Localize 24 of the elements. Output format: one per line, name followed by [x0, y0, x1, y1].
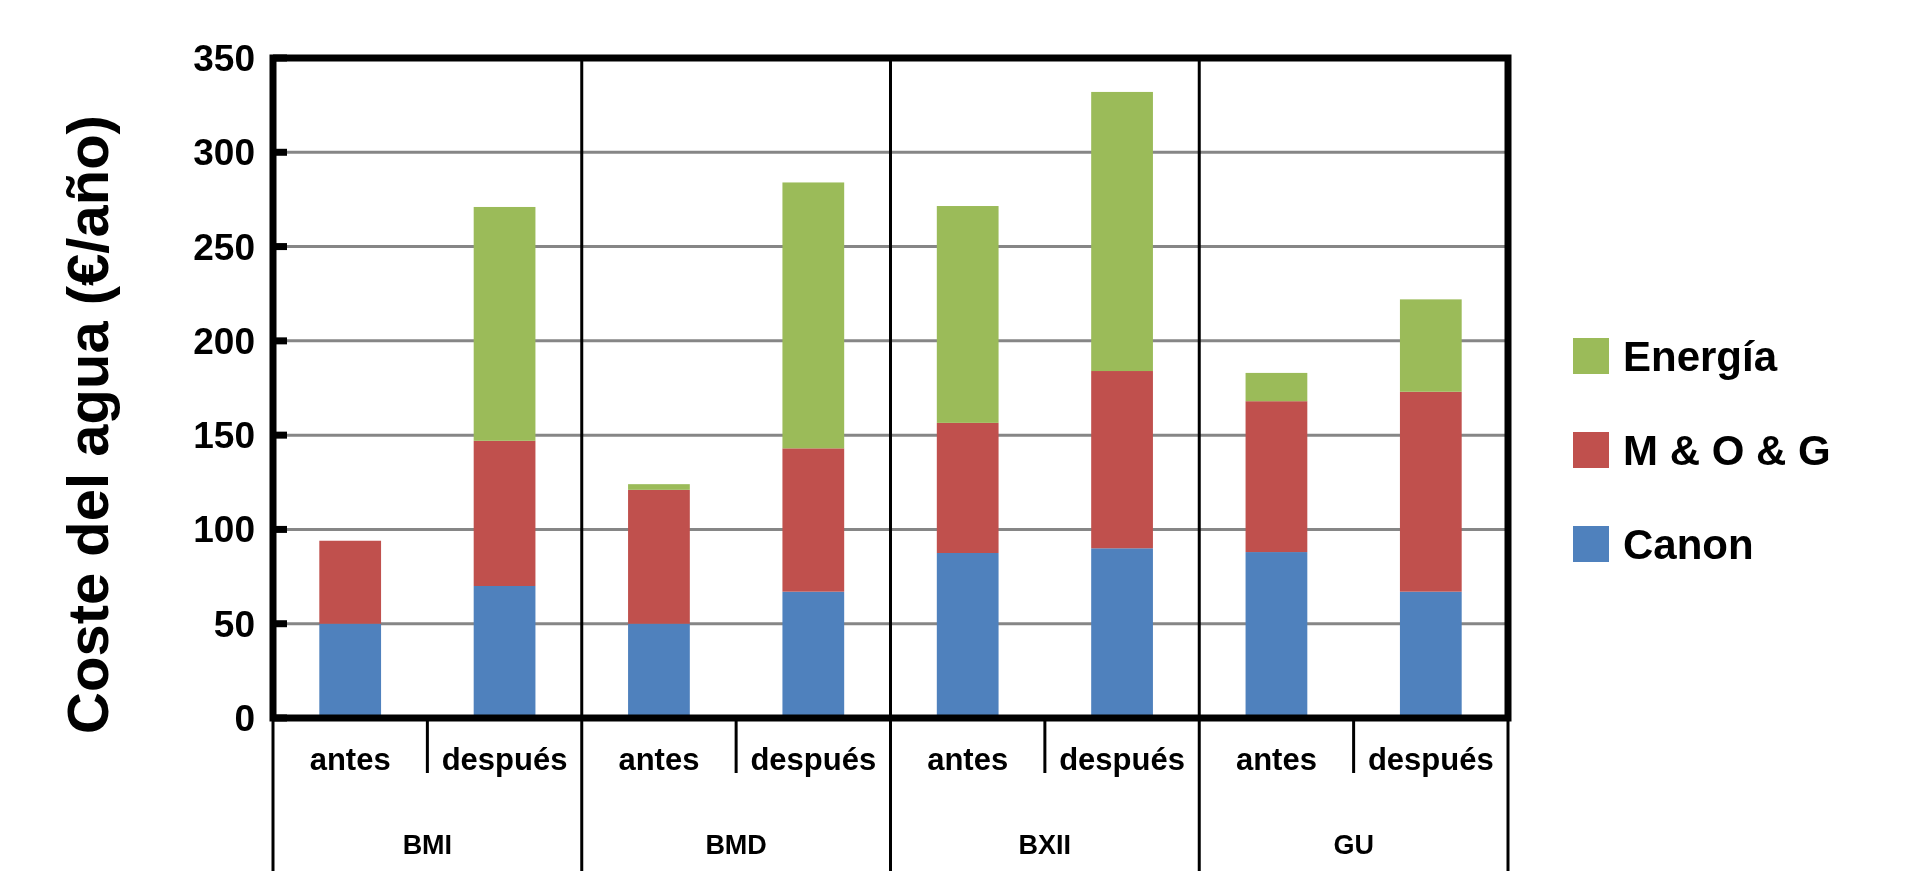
- y-axis-title: Coste del agua (€/año): [55, 115, 120, 734]
- x-tick-label: después: [1367, 742, 1494, 777]
- y-tick-label: 300: [193, 132, 255, 174]
- y-tick-label: 100: [193, 509, 255, 551]
- x-tick-label: antes: [1235, 742, 1317, 777]
- y-tick-label: 150: [193, 415, 255, 457]
- text: BXII: [1018, 830, 1072, 860]
- legend-label: M & O & G: [1623, 426, 1831, 474]
- text: GU: [1333, 830, 1374, 860]
- y-tick-label: 0: [234, 697, 255, 739]
- text: BMD: [705, 830, 767, 860]
- x-tick-label: antes: [618, 742, 700, 777]
- y-tick-label: 200: [193, 320, 255, 362]
- x-tick-label: después: [750, 742, 877, 777]
- x-tick-label: antes: [927, 742, 1009, 777]
- y-tick-label: 350: [193, 37, 255, 79]
- text: BMI: [402, 830, 453, 860]
- legend-label: Canon: [1623, 520, 1754, 568]
- y-tick-label: 250: [193, 226, 255, 268]
- y-tick-label: 50: [213, 603, 255, 645]
- legend-label: Energía: [1623, 332, 1778, 380]
- x-tick-label: antes: [309, 742, 391, 777]
- x-tick-label: después: [441, 742, 568, 777]
- x-tick-label: después: [1059, 742, 1185, 777]
